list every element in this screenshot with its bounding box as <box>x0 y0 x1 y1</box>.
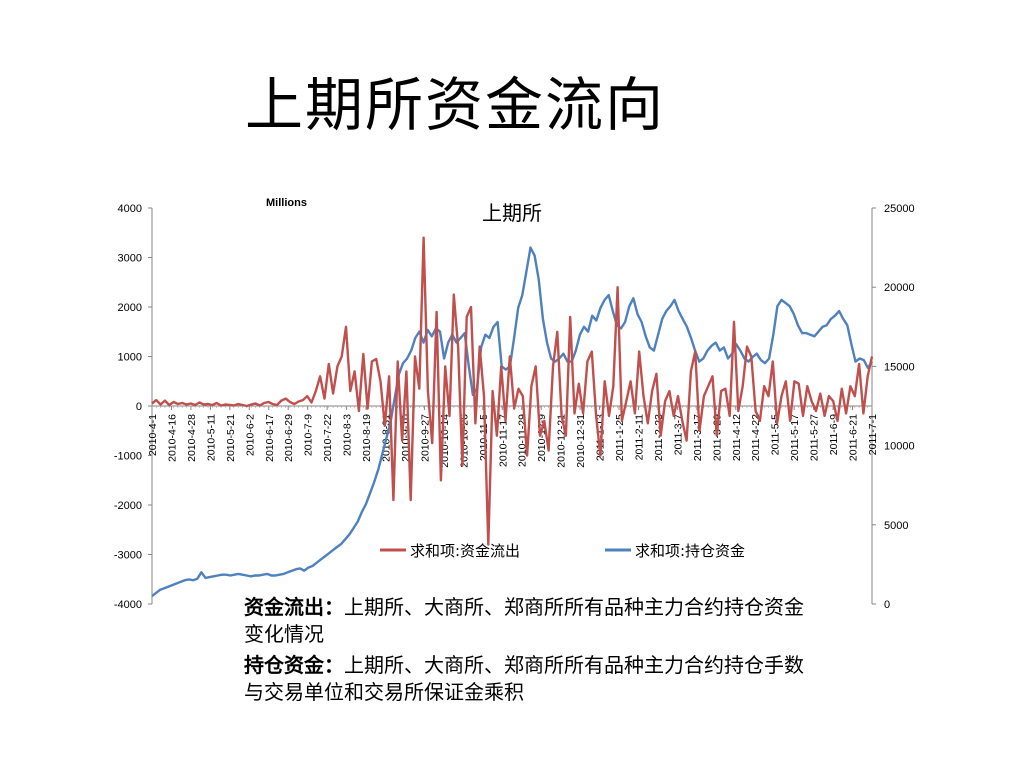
legend-label-outflow: 求和项:资金流出 <box>410 542 520 560</box>
x-tick-label: 2010-6-17 <box>264 414 276 462</box>
right-tick-label: 5000 <box>884 520 908 532</box>
x-tick-label: 2011-5-5 <box>770 414 782 455</box>
right-tick-label: 10000 <box>884 441 915 453</box>
left-tick-label: -3000 <box>114 550 142 562</box>
x-tick-label: 2010-6-2 <box>244 414 256 456</box>
left-tick-label: -1000 <box>114 451 142 463</box>
left-tick-label: 3000 <box>118 253 142 265</box>
series-layer <box>151 236 874 598</box>
left-tick-label: 4000 <box>118 203 142 215</box>
right-tick-label: 0 <box>884 599 890 611</box>
x-tick-label: 2010-5-11 <box>205 414 217 461</box>
x-tick-label: 2011-3-29 <box>711 414 723 461</box>
right-tick-label: 20000 <box>884 282 915 294</box>
x-tick-label: 2010-7-9 <box>303 414 315 456</box>
x-tick-label: 2010-5-21 <box>225 414 237 462</box>
left-tick-label: -4000 <box>114 599 142 611</box>
chart-title: 上期所 <box>482 201 542 225</box>
x-tick-label: 2011-4-12 <box>731 414 743 461</box>
note-outflow: 资金流出：上期所、大商所、郑商所所有品种主力合约持仓资金变化情况 <box>244 594 804 648</box>
x-tick-label: 2011-7-1 <box>867 414 879 455</box>
left-tick-label: 0 <box>136 401 142 413</box>
x-tick-label: 2011-2-11 <box>633 414 645 460</box>
left-tick-label: 1000 <box>118 352 142 364</box>
x-tick-label: 2010-4-1 <box>147 414 159 456</box>
legend: 求和项:资金流出 求和项:持仓资金 <box>380 542 745 560</box>
x-tick-label: 2011-5-27 <box>809 414 821 461</box>
right-tick-label: 25000 <box>884 203 915 215</box>
x-tick-label: 2010-8-19 <box>361 414 373 462</box>
x-tick-label: 2010-6-29 <box>283 414 295 462</box>
note-outflow-term: 资金流出： <box>244 595 344 619</box>
x-tick-label: 2010-4-16 <box>166 414 178 462</box>
note-outflow-text: 上期所、大商所、郑商所所有品种主力合约持仓资金变化情况 <box>244 595 804 646</box>
x-tick-label: 2011-6-9 <box>828 414 840 455</box>
note-holding-text: 上期所、大商所、郑商所所有品种主力合约持仓手数与交易单位和交易所保证金乘积 <box>244 653 804 704</box>
left-tick-label: 2000 <box>118 302 142 314</box>
note-holding: 持仓资金：上期所、大商所、郑商所所有品种主力合约持仓手数与交易单位和交易所保证金… <box>244 652 804 706</box>
x-tick-label: 2011-6-21 <box>848 414 860 461</box>
x-tick-label: 2010-7-22 <box>322 414 334 462</box>
x-tick-label: 2011-3-7 <box>672 414 684 455</box>
x-tick-label: 2010-12-31 <box>575 414 587 468</box>
slide-title: 上期所资金流向 <box>245 71 666 139</box>
note-holding-term: 持仓资金： <box>244 653 344 677</box>
x-tick-label: 2010-9-27 <box>419 414 431 462</box>
x-tick-label: 2011-5-17 <box>789 414 801 461</box>
x-tick-label: 2010-11-17 <box>497 414 509 467</box>
notes: 资金流出：上期所、大商所、郑商所所有品种主力合约持仓资金变化情况 持仓资金：上期… <box>244 594 804 710</box>
series-line-outflow <box>151 236 874 546</box>
x-tick-label: 2011-4-22 <box>750 414 762 461</box>
right-tick-label: 15000 <box>884 361 915 373</box>
legend-label-holding: 求和项:持仓资金 <box>635 542 745 560</box>
unit-label: Millions <box>266 197 307 209</box>
x-tick-label: 2010-8-3 <box>342 414 354 456</box>
x-tick-label: 2010-11-5 <box>478 414 490 461</box>
x-tick-label: 2010-4-28 <box>186 414 198 462</box>
left-tick-label: -2000 <box>114 500 142 512</box>
x-tick-label: 2011-1-25 <box>614 414 626 461</box>
